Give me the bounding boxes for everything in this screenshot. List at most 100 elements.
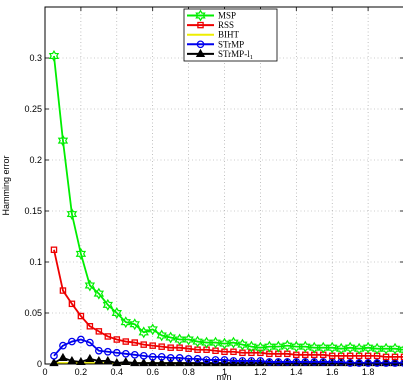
- data-point: [48, 49, 60, 62]
- data-point: [248, 349, 255, 357]
- data-point: [185, 345, 192, 352]
- y-tick-label: 0.1: [29, 257, 42, 267]
- x-tick-label: 0.2: [75, 367, 88, 377]
- data-point: [192, 335, 203, 348]
- data-point: [131, 339, 138, 346]
- data-point: [103, 347, 112, 356]
- y-tick-label: 0.15: [24, 206, 42, 216]
- y-tick-label: 0.3: [29, 53, 42, 63]
- grid: [45, 7, 403, 364]
- y-tick-label: 0.05: [24, 308, 42, 318]
- x-tick-label: 1: [222, 367, 227, 377]
- data-point: [95, 328, 103, 335]
- data-point: [400, 359, 403, 367]
- data-point: [310, 358, 319, 366]
- data-point: [228, 336, 239, 349]
- data-point: [353, 342, 365, 355]
- data-point: [58, 352, 68, 361]
- data-point: [86, 338, 94, 347]
- legend-label: BIHT: [218, 30, 239, 40]
- data-point: [183, 333, 194, 346]
- legend-marker: [195, 48, 206, 57]
- data-point: [93, 287, 105, 300]
- data-point: [122, 338, 130, 345]
- legend-marker: [196, 40, 205, 49]
- data-point: [202, 356, 211, 364]
- data-point: [50, 246, 58, 254]
- data-point: [66, 208, 78, 221]
- data-point: [273, 340, 284, 353]
- data-point: [257, 349, 264, 357]
- data-point: [398, 345, 403, 354]
- data-point: [104, 333, 112, 340]
- data-point: [282, 339, 293, 352]
- data-point: [175, 354, 184, 362]
- legend-label: MSP: [218, 11, 236, 21]
- data-point: [219, 337, 230, 350]
- data-point: [346, 359, 354, 367]
- data-point: [400, 353, 403, 361]
- legend-label: STrMP-l1: [218, 49, 253, 61]
- data-point: [246, 340, 257, 353]
- data-point: [362, 341, 374, 354]
- x-tick-label: 0.8: [182, 367, 195, 377]
- data-point: [355, 359, 363, 367]
- data-point: [344, 341, 356, 354]
- data-point: [147, 323, 158, 336]
- x-tick-label: 0.4: [111, 367, 124, 377]
- x-tick-label: 1.4: [290, 367, 303, 377]
- legend-marker: [197, 21, 204, 29]
- x-tick-label: 0.6: [146, 367, 159, 377]
- series-msp: [48, 49, 403, 355]
- data-point: [389, 342, 401, 355]
- data-point: [85, 353, 95, 362]
- y-tick-label: 0: [37, 359, 42, 369]
- y-tick-label: 0.25: [24, 104, 42, 114]
- ticks: 0 0.2 0.4 0.6 0.8 1 1.2 1.4 1.6 1.8 0 0.05 0.1 0.15 0.…: [24, 7, 403, 377]
- data-point: [84, 279, 96, 292]
- data-point: [121, 349, 130, 358]
- x-axis-label: m/n: [216, 372, 231, 382]
- data-point: [112, 348, 121, 357]
- y-tick-label: 0.2: [29, 155, 42, 165]
- data-point: [75, 247, 87, 260]
- x-tick-label: 1.6: [326, 367, 339, 377]
- x-tick-label: 0: [42, 367, 47, 377]
- data-point: [111, 307, 122, 319]
- data-point: [211, 356, 220, 364]
- data-point: [230, 348, 237, 356]
- data-point: [265, 358, 274, 366]
- data-point: [165, 331, 176, 344]
- legend-label: STrMP: [218, 39, 244, 49]
- data-point: [319, 358, 328, 366]
- data-point: [292, 358, 301, 366]
- data-point: [102, 298, 114, 311]
- data-point: [158, 343, 165, 350]
- data-point: [129, 318, 140, 331]
- data-point: [167, 344, 174, 351]
- data-point: [50, 351, 58, 360]
- data-point: [255, 341, 266, 354]
- data-point: [274, 358, 283, 366]
- data-point: [156, 329, 167, 342]
- x-tick-label: 1.2: [254, 367, 267, 377]
- data-point: [120, 316, 131, 329]
- data-point: [121, 356, 131, 366]
- data-point: [364, 359, 372, 367]
- data-point: [59, 341, 67, 350]
- data-point: [335, 342, 347, 355]
- data-point: [373, 359, 381, 367]
- data-point: [139, 351, 148, 360]
- data-point: [237, 338, 248, 351]
- data-point: [327, 341, 338, 354]
- data-point: [77, 335, 85, 344]
- data-point: [140, 341, 147, 348]
- data-point: [57, 134, 69, 147]
- data-point: [210, 336, 221, 349]
- data-point: [283, 358, 292, 366]
- data-point: [138, 326, 149, 339]
- data-point: [95, 346, 103, 355]
- data-point: [157, 353, 166, 361]
